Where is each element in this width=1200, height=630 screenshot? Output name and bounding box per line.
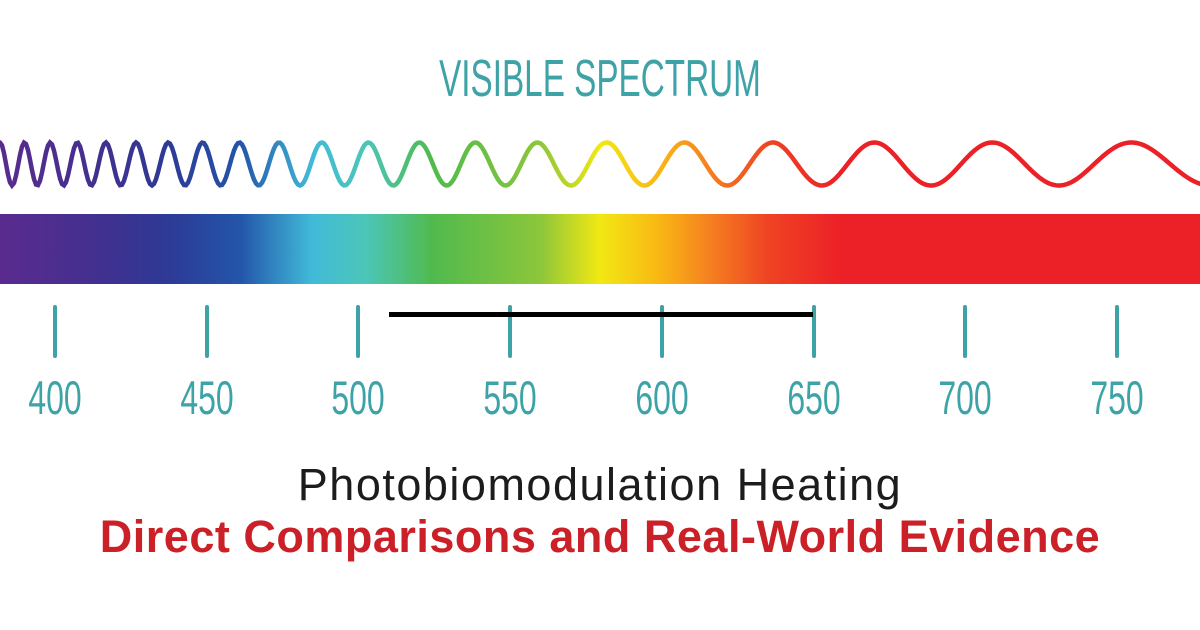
tick-label: 500 <box>331 371 386 424</box>
tick-label: 550 <box>483 371 537 424</box>
tick-label: 650 <box>786 371 841 424</box>
caption-line-2: Direct Comparisons and Real-World Eviden… <box>99 511 1101 562</box>
tick-mark <box>963 305 968 358</box>
tick-label: 450 <box>180 371 234 424</box>
caption-line-1: Photobiomodulation Heating <box>297 459 903 510</box>
spectrum-bar <box>0 214 1200 284</box>
spectrum-wave <box>0 139 1200 190</box>
tick-mark <box>53 305 57 358</box>
tick-mark <box>204 305 209 358</box>
tick-label: 750 <box>1090 371 1144 424</box>
tick-label: 600 <box>635 371 689 424</box>
tick-mark <box>356 305 361 358</box>
tick-label: 700 <box>938 371 992 424</box>
wave-path <box>0 139 1200 190</box>
page-title: VISIBLE SPECTRUM <box>439 50 761 108</box>
tick-label: 400 <box>28 371 82 424</box>
tick-mark <box>1114 305 1119 358</box>
highlight-range-line <box>388 312 814 317</box>
